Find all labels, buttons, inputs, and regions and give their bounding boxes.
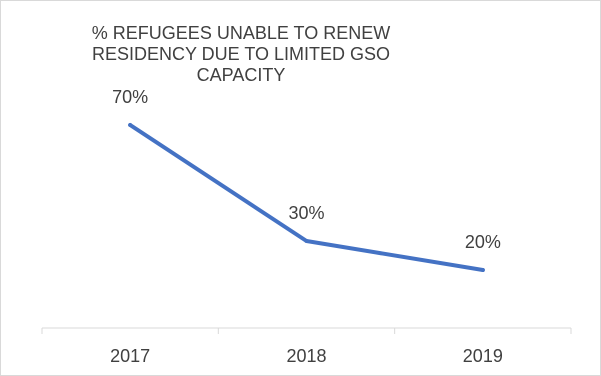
chart-title: % REFUGEES UNABLE TO RENEW RESIDENCY DUE… [91, 23, 391, 85]
series-line [128, 123, 485, 272]
data-label-2017: 70% [112, 87, 148, 107]
x-tick-label-2019: 2019 [463, 346, 503, 366]
data-point-2017 [128, 123, 133, 127]
x-tick-label-2017: 2017 [110, 346, 150, 366]
data-point-2018 [304, 239, 309, 243]
data-label-2018: 30% [288, 203, 324, 223]
data-point-2019 [480, 268, 485, 272]
data-label-2019: 20% [465, 232, 501, 252]
x-tick-label-2018: 2018 [286, 346, 326, 366]
